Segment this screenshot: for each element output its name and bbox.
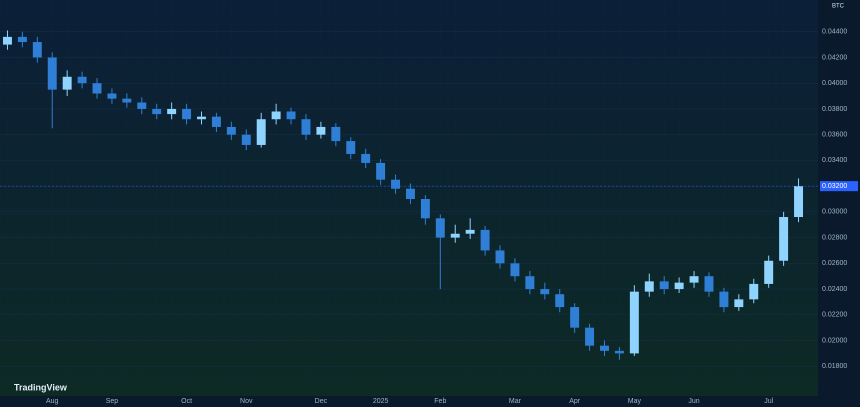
candle-body [465,229,475,234]
x-tick-label: Jul [764,398,773,405]
candle-body [107,93,117,99]
y-tick-label: 0.04200 [822,54,847,61]
candle-body [510,263,520,277]
candle-body [211,116,221,127]
candle-body [361,153,371,163]
candle-body [659,281,669,290]
y-tick-label: 0.03600 [822,132,847,139]
x-tick-label: Oct [181,398,192,405]
candle-body [346,141,356,154]
x-tick-label: Dec [315,398,328,405]
x-tick-label: 2025 [373,398,389,405]
y-tick-label: 0.02600 [822,260,847,267]
candle-body [391,179,401,189]
candle-body [331,126,341,142]
y-tick-label: 0.04400 [822,29,847,36]
y-tick-label: 0.04000 [822,80,847,87]
price-axis [818,0,860,407]
candle-body [600,345,609,351]
y-tick-label: 0.03800 [822,106,847,113]
candle-body [197,116,206,120]
y-tick-label: 0.03000 [822,209,847,216]
candle-body [719,291,729,308]
candle-body [32,42,42,58]
candle-body [226,126,236,135]
y-tick-label: 0.01800 [822,363,847,370]
candle-body [495,250,505,264]
x-tick-label: Feb [434,398,446,405]
x-tick-label: Jun [688,398,699,405]
x-tick-label: Aug [46,398,59,405]
x-tick-label: Apr [569,398,581,405]
x-tick-label: Nov [240,398,253,405]
candle-body [271,111,281,120]
candle-body [749,283,759,300]
x-tick-label: Sep [106,398,119,405]
candle-body [689,276,699,283]
candle-body [241,134,251,145]
candle-body [122,98,132,103]
x-tick-label: Mar [509,398,522,405]
candle-body [301,119,311,135]
candle-body [629,291,639,354]
candle-body [316,126,326,135]
candle-body [182,108,192,120]
candle-body [525,276,535,290]
candle-body [764,260,774,284]
candle-body [152,108,162,115]
candle-body [77,76,87,84]
candle-body [376,162,386,180]
candle-body [704,276,714,292]
candle-body [450,233,460,238]
symbol: BTC [832,4,845,10]
candle-body [256,119,266,145]
brand-logo: TradingView [14,382,68,392]
candle-body [794,186,804,218]
y-tick-label: 0.03400 [822,157,847,164]
candle-body [570,307,580,328]
candle-body [540,289,550,295]
last-price-label: 0.03200 [822,183,847,190]
candle-body [2,36,12,45]
candle-body [644,281,654,292]
candle-body [17,36,27,43]
candle-body [480,229,490,251]
candle-body [47,57,57,90]
candle-body [555,294,565,308]
x-tick-label: May [628,398,642,405]
candle-body [614,350,624,354]
candle-body [92,83,102,94]
candle-body [420,199,430,219]
last-price-tag [820,181,858,192]
y-tick-label: 0.02400 [822,286,847,293]
y-tick-label: 0.02000 [822,337,847,344]
y-tick-label: 0.02800 [822,234,847,241]
candle-body [585,327,595,346]
y-tick-label: 0.02200 [822,312,847,319]
candle-body [405,188,415,199]
candle-body [137,102,147,109]
candle-body [62,76,72,90]
candle-body [734,299,744,308]
candle-body [167,108,177,115]
candle-body [674,282,684,290]
candle-body [779,217,789,261]
time-axis [0,396,860,407]
candle-body [286,111,296,120]
candle-body [435,218,445,238]
